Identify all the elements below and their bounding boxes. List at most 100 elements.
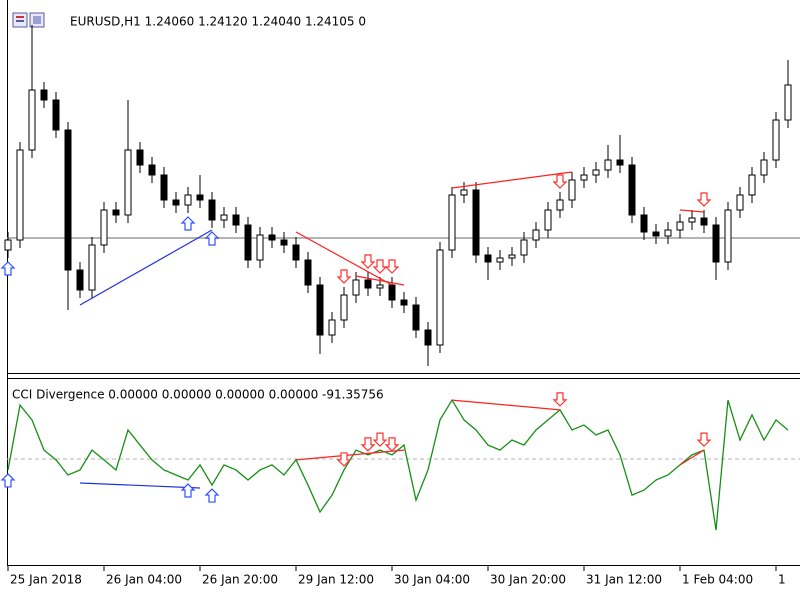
candle-body [772, 119, 780, 161]
candle-body [472, 189, 480, 256]
candle-body [148, 164, 156, 176]
x-tick-label: 30 Jan 04:00 [394, 573, 470, 587]
candle-body [664, 229, 672, 237]
candle-body [496, 257, 504, 263]
candle-body [124, 149, 132, 216]
candle-body [532, 229, 540, 241]
down-arrow [552, 174, 568, 189]
icon-bar [16, 16, 24, 18]
candle-body [64, 129, 72, 271]
chart-title: EURUSD,H1 1.24060 1.24120 1.24040 1.2410… [70, 15, 366, 29]
down-arrow [372, 432, 388, 447]
up-arrow [204, 488, 220, 503]
candle-body [292, 244, 300, 261]
icon-bar [16, 20, 24, 22]
candle-body [568, 179, 576, 201]
candle-body [400, 299, 408, 306]
candle-body [724, 209, 732, 263]
candle-body [748, 174, 756, 196]
divergence-line [451, 171, 573, 189]
down-arrow [696, 192, 712, 207]
divergence-line [451, 399, 561, 411]
candle-body [376, 284, 384, 289]
candle-body [16, 149, 24, 241]
up-arrow [204, 231, 220, 246]
candle-body [220, 214, 228, 221]
divergence-line [79, 229, 213, 306]
x-tick-label: 31 Jan 12:00 [586, 573, 662, 587]
candle-body [412, 304, 420, 331]
up-arrow [0, 473, 16, 488]
candle-body [448, 194, 456, 251]
candle-body [196, 194, 204, 201]
candle-body [256, 234, 264, 261]
candle-body [424, 329, 432, 346]
candle-body [244, 224, 252, 261]
candle-body [316, 284, 324, 336]
candle-body [328, 319, 336, 336]
down-arrow [384, 259, 400, 274]
candle-body [640, 214, 648, 233]
candle-body [76, 269, 84, 291]
down-arrow [336, 269, 352, 284]
candle-body [268, 234, 276, 241]
candle-body [112, 209, 120, 216]
candle-body [184, 194, 192, 206]
down-arrow [360, 437, 376, 452]
candle-body [28, 89, 36, 151]
candle-body [544, 209, 552, 231]
candle-body [280, 239, 288, 246]
candle-body [388, 284, 396, 301]
down-arrow [360, 254, 376, 269]
candle-body [88, 244, 96, 291]
candle-body [508, 254, 516, 259]
candle-body [172, 199, 180, 206]
up-arrow [0, 261, 16, 276]
down-arrow [336, 452, 352, 467]
candle-body [52, 99, 60, 131]
candle-body [736, 194, 744, 211]
symbol-icon[interactable] [12, 12, 45, 28]
candle-body [676, 221, 684, 231]
indicator-line [7, 398, 789, 531]
candle-body [652, 231, 660, 237]
up-arrow [180, 216, 196, 231]
x-tick-label: 30 Jan 20:00 [490, 573, 566, 587]
candle-body [208, 199, 216, 221]
x-tick-label: 26 Jan 04:00 [106, 573, 182, 587]
candle-body [136, 149, 144, 166]
down-arrow [384, 437, 400, 452]
x-tick-label: 1 Feb 04:00 [682, 573, 753, 587]
candle-body [484, 254, 492, 263]
candle-body [688, 217, 696, 223]
candle-body [556, 199, 564, 211]
candle-body [340, 294, 348, 321]
candle-body [40, 89, 48, 101]
candle-body [712, 224, 720, 263]
indicator-title: CCI Divergence 0.00000 0.00000 0.00000 0… [12, 388, 384, 402]
divergence-line [295, 449, 405, 461]
candle-body [592, 169, 600, 176]
plot-layer: 25 Jan 2018 26 Jan 04:00 26 Jan 20:00 29 Ja… [0, 25, 800, 587]
candle-body [304, 259, 312, 286]
candle-body [100, 209, 108, 246]
down-arrow [552, 392, 568, 407]
candle-body [784, 84, 792, 121]
candle-body [616, 159, 624, 166]
x-tick-label: 26 Jan 20:00 [202, 573, 278, 587]
candle-body [700, 217, 708, 226]
candle-body [460, 189, 468, 196]
candle-body [580, 174, 588, 181]
candle-body [604, 159, 612, 171]
divergence-line [79, 482, 201, 489]
down-arrow [696, 432, 712, 447]
candle-body [760, 159, 768, 176]
divergence-line [679, 449, 705, 466]
icon-fill [33, 16, 41, 24]
candle-body [364, 279, 372, 289]
divergence-line [355, 275, 405, 286]
x-tick-label: 1 [778, 573, 786, 587]
candle-body [160, 174, 168, 201]
